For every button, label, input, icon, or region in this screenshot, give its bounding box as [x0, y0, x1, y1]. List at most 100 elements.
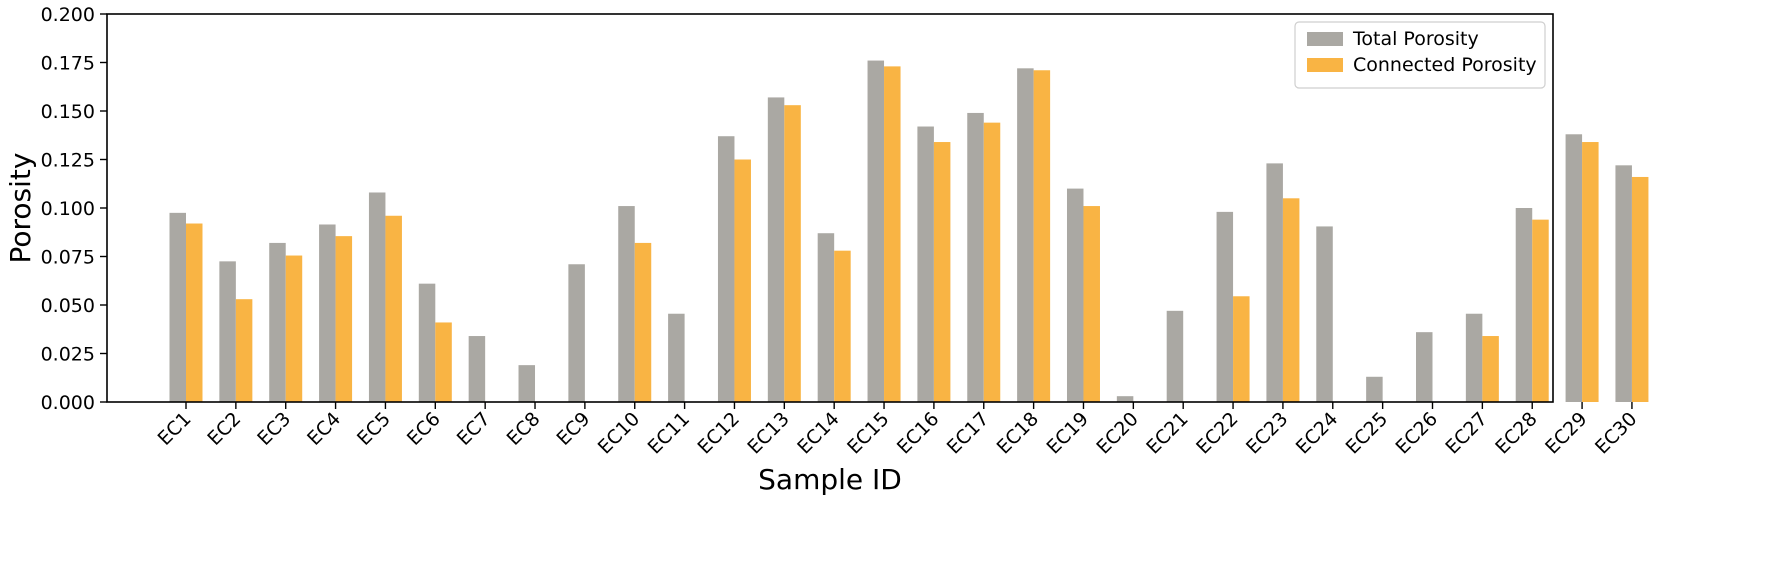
x-tick-label: EC1: [154, 408, 196, 450]
bar-connected-ec19: [1083, 206, 1100, 402]
x-tick-label: EC11: [644, 408, 695, 459]
x-tick-label: EC3: [253, 408, 295, 450]
x-tick-label: EC15: [843, 408, 894, 459]
bar-total-ec26: [1416, 332, 1433, 402]
bar-total-ec28: [1515, 208, 1533, 402]
bar-total-ec11: [668, 313, 685, 402]
x-tick-label: EC30: [1591, 408, 1642, 459]
x-tick-label: EC2: [203, 408, 245, 450]
x-tick-label: EC12: [693, 408, 744, 459]
bar-total-ec23: [1266, 163, 1283, 402]
bar-connected-ec4: [335, 236, 353, 402]
legend-swatch-total-porosity: [1307, 32, 1343, 46]
x-tick-label: EC16: [893, 408, 944, 459]
bar-connected-ec30: [1631, 176, 1649, 402]
x-tick-label: EC10: [594, 408, 645, 459]
bar-total-ec9: [568, 264, 585, 402]
legend-label-connected-porosity: Connected Porosity: [1353, 54, 1537, 76]
bar-total-ec3: [269, 242, 286, 402]
bar-total-ec17: [967, 112, 984, 402]
bar-connected-ec2: [235, 299, 253, 402]
bar-connected-ec27: [1482, 336, 1499, 402]
y-axis-label: Porosity: [4, 153, 37, 264]
bar-connected-ec18: [1033, 70, 1051, 402]
bar-total-ec21: [1166, 310, 1184, 402]
y-tick-label: 0.075: [41, 247, 95, 269]
plot-frame: [106, 13, 1554, 403]
x-tick-label: EC14: [793, 408, 844, 459]
bar-connected-ec23: [1282, 198, 1300, 402]
y-tick-label: 0.125: [41, 150, 95, 172]
bar-total-ec13: [767, 97, 785, 403]
y-tick-label: 0.050: [41, 295, 95, 317]
y-tick-label: 0.000: [41, 392, 95, 414]
bar-total-ec12: [717, 136, 735, 402]
bar-total-ec30: [1615, 165, 1632, 402]
bar-total-ec4: [319, 224, 336, 402]
bar-total-ec18: [1017, 68, 1034, 402]
bar-total-ec24: [1316, 226, 1333, 402]
x-tick-label: EC28: [1491, 408, 1542, 459]
bar-connected-ec5: [385, 215, 402, 402]
bar-total-ec5: [368, 192, 386, 402]
bar-connected-ec13: [784, 105, 801, 403]
bar-connected-ec6: [435, 322, 452, 402]
x-tick-label: EC20: [1092, 408, 1143, 459]
bar-connected-ec16: [933, 142, 951, 403]
bar-connected-ec3: [285, 255, 303, 402]
x-tick-label: EC5: [353, 408, 395, 450]
bar-total-ec20: [1116, 396, 1134, 402]
x-tick-label: EC24: [1292, 408, 1343, 459]
bar-total-ec27: [1465, 313, 1483, 402]
x-tick-label: EC29: [1541, 408, 1592, 459]
x-tick-label: EC4: [303, 408, 345, 450]
legend: Total Porosity Connected Porosity: [1294, 21, 1546, 89]
x-tick-label: EC23: [1242, 408, 1293, 459]
bar-connected-ec22: [1233, 296, 1250, 402]
x-tick-label: EC19: [1042, 408, 1093, 459]
bar-total-ec25: [1366, 376, 1383, 402]
y-axis: 0.000 0.025 0.050 0.075 0.100 0.125 0.150 0.175…: [41, 4, 107, 414]
bar-total-ec29: [1565, 134, 1583, 402]
bars-layer: [169, 60, 1649, 403]
x-tick-label: EC8: [503, 408, 545, 450]
bar-connected-ec15: [884, 66, 901, 402]
bar-connected-ec14: [834, 250, 851, 402]
x-tick-label: EC6: [403, 408, 445, 450]
bar-total-ec19: [1066, 188, 1084, 402]
y-tick-label: 0.150: [41, 101, 95, 123]
bar-connected-ec1: [186, 223, 203, 402]
bar-connected-ec10: [634, 242, 652, 402]
bar-connected-ec28: [1532, 219, 1549, 402]
legend-box: [1294, 21, 1546, 89]
x-tick-label: EC21: [1142, 408, 1193, 459]
bar-total-ec15: [867, 60, 885, 403]
bar-total-ec22: [1216, 211, 1234, 402]
x-tick-label: EC13: [743, 408, 794, 459]
x-tick-label: EC17: [943, 408, 994, 459]
x-tick-label: EC18: [993, 408, 1044, 459]
x-tick-label: EC7: [453, 408, 495, 450]
y-tick-label: 0.175: [41, 53, 95, 75]
bar-total-ec1: [169, 212, 186, 402]
legend-label-total-porosity: Total Porosity: [1352, 28, 1479, 50]
x-tick-label: EC25: [1342, 408, 1393, 459]
legend-swatch-connected-porosity: [1307, 58, 1343, 72]
bar-connected-ec29: [1582, 142, 1599, 403]
x-axis-label: Sample ID: [758, 463, 902, 496]
bar-total-ec2: [219, 261, 236, 402]
x-tick-label: EC26: [1392, 408, 1443, 459]
bar-total-ec10: [618, 206, 635, 402]
x-tick-label: EC9: [552, 408, 594, 450]
bar-connected-ec12: [734, 159, 751, 402]
y-tick-label: 0.100: [41, 198, 95, 220]
y-tick-label: 0.200: [41, 4, 95, 26]
bar-connected-ec17: [983, 122, 1001, 402]
bar-total-ec14: [817, 233, 835, 402]
bar-total-ec7: [468, 336, 486, 402]
bar-total-ec6: [418, 283, 436, 402]
x-tick-label: EC27: [1441, 408, 1492, 459]
y-tick-label: 0.025: [41, 344, 95, 366]
bar-total-ec8: [518, 365, 536, 402]
